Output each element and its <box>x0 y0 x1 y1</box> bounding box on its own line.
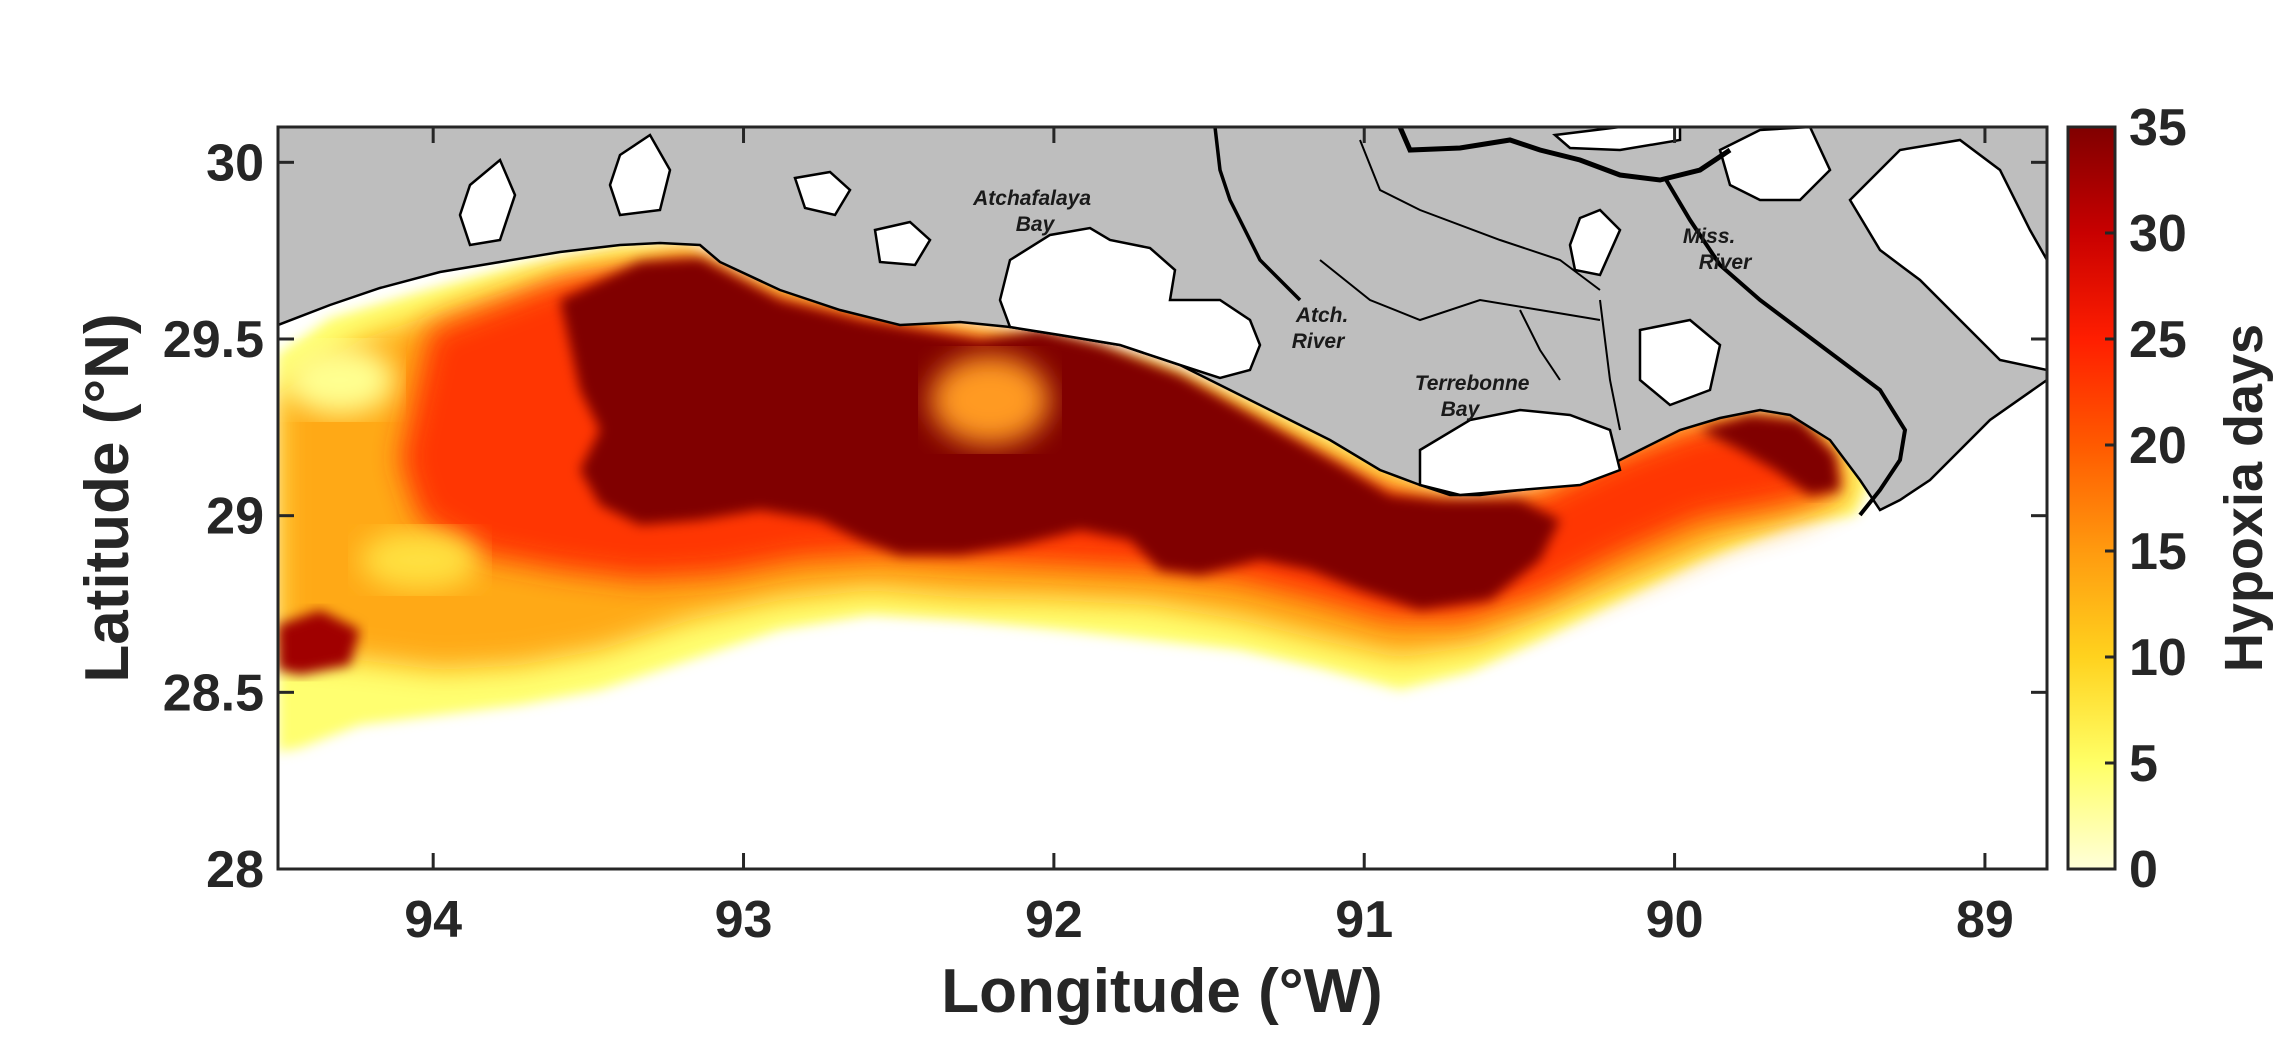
atchafalaya-bay-water <box>998 226 1262 380</box>
y-tick-label: 29 <box>206 488 264 546</box>
label-terrebonne-bay-line2: Bay <box>1441 398 1481 421</box>
plot-area: Atchafalaya Bay Atch. River Terrebonne B… <box>278 127 2047 869</box>
label-atchafalaya-bay: Atchafalaya Bay <box>972 187 1097 236</box>
y-tick-label: 28 <box>206 841 264 899</box>
x-tick-label: 92 <box>1025 891 1083 949</box>
label-atchafalaya-bay-line1: Atchafalaya <box>972 187 1091 210</box>
colorbar-ticks: 0 5 10 15 20 25 30 35 <box>2105 99 2187 899</box>
colorbar-title: Hypoxia days <box>2214 324 2274 672</box>
x-axis-ticks: 94 93 92 91 90 89 <box>404 127 2014 949</box>
label-atchafalaya-river-line2: River <box>1292 330 1346 353</box>
colorbar-tick-label: 20 <box>2129 417 2187 475</box>
river-line-3 <box>1599 299 1621 431</box>
y-tick-label: 29.5 <box>163 311 264 369</box>
lake-west-2 <box>608 133 672 217</box>
river-line-2 <box>1319 259 1601 322</box>
lake-mid-1 <box>793 170 852 217</box>
hypoxia-delta-core <box>1700 415 1840 495</box>
lake-mid-2 <box>873 220 932 267</box>
label-atchafalaya-bay-line2: Bay <box>1016 213 1056 236</box>
x-tick-label: 89 <box>1956 891 2014 949</box>
hypoxia-field <box>278 245 1870 752</box>
label-mississippi-river-line1: Miss. <box>1683 225 1736 248</box>
colorbar: 0 5 10 15 20 25 30 35 Hypoxia days <box>2066 99 2274 899</box>
river-line-1 <box>1359 139 1601 291</box>
lake-pontchartrain <box>1718 127 1832 202</box>
hypoxia-light-pocket <box>285 345 395 415</box>
river-line-4 <box>1519 309 1561 381</box>
terrebonne-marsh-water <box>1418 408 1622 497</box>
label-mississippi-river: Miss. River <box>1683 225 1753 274</box>
colorbar-tick-label: 0 <box>2129 841 2158 899</box>
x-tick-label: 90 <box>1646 891 1704 949</box>
label-terrebonne-bay: Terrebonne Bay <box>1415 372 1536 421</box>
colorbar-tick-label: 15 <box>2129 523 2187 581</box>
mississippi-river <box>1663 176 1908 517</box>
label-atchafalaya-river-line1: Atch. <box>1295 304 1349 327</box>
colorbar-tick-label: 25 <box>2129 311 2187 369</box>
label-mississippi-river-line2: River <box>1699 251 1753 274</box>
state-boundary <box>1397 127 1732 183</box>
x-tick-label: 94 <box>404 891 462 949</box>
colorbar-tick-label: 30 <box>2129 205 2187 263</box>
atchafalaya-river <box>1213 127 1302 302</box>
y-tick-label: 28.5 <box>163 664 264 722</box>
place-labels: Atchafalaya Bay Atch. River Terrebonne B… <box>972 187 1753 421</box>
axes-frame <box>276 125 2049 871</box>
colorbar-gradient <box>2066 125 2117 871</box>
breton-sound-water <box>1848 138 2047 372</box>
colorbar-tick-label: 35 <box>2129 99 2187 157</box>
hypoxia-light-pocket <box>360 530 480 590</box>
label-terrebonne-bay-line1: Terrebonne <box>1415 372 1530 395</box>
hypoxia-light-pocket <box>930 355 1050 445</box>
x-tick-label: 91 <box>1335 891 1393 949</box>
barataria-water <box>1638 318 1722 407</box>
x-tick-label: 93 <box>715 891 773 949</box>
y-axis-ticks: 28 28.5 29 29.5 30 <box>163 134 2047 899</box>
lake-east-1 <box>1568 208 1622 277</box>
label-atchafalaya-river: Atch. River <box>1292 304 1354 353</box>
y-axis-title: Latitude (°N) <box>73 313 142 682</box>
colorbar-tick-label: 5 <box>2129 735 2158 793</box>
x-axis-title: Longitude (°W) <box>941 957 1382 1026</box>
rivers-and-boundaries <box>1213 127 1908 517</box>
lake-east-2 <box>1552 127 1682 152</box>
hypoxia-max-zone <box>560 258 1560 610</box>
colorbar-tick-label: 10 <box>2129 629 2187 687</box>
hypoxia-west-core <box>278 610 360 675</box>
inland-water <box>458 127 2047 497</box>
y-tick-label: 30 <box>206 134 264 192</box>
lake-west-1 <box>458 157 517 247</box>
